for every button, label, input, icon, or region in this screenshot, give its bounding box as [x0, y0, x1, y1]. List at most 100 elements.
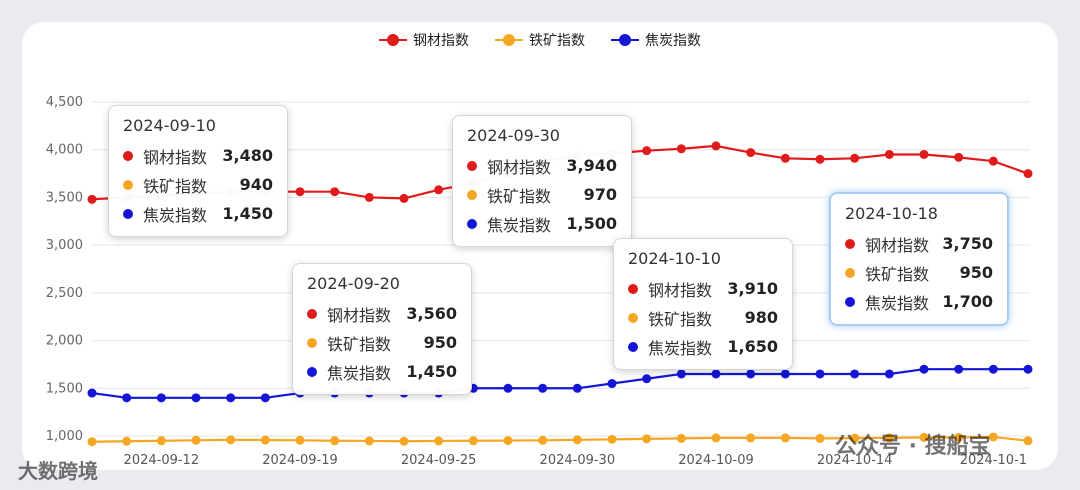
- tooltip-series-name: 钢材指数: [648, 280, 713, 300]
- tooltip-row-steel: 钢材指数 3,910: [628, 274, 778, 303]
- x-tick-label: 2024-09-19: [262, 453, 338, 468]
- data-point[interactable]: [954, 152, 964, 162]
- data-point[interactable]: [1023, 436, 1033, 446]
- data-point[interactable]: [642, 434, 652, 444]
- data-point[interactable]: [746, 369, 756, 379]
- data-point[interactable]: [746, 148, 756, 158]
- tooltip-series-name: 铁矿指数: [865, 264, 930, 284]
- data-point[interactable]: [746, 433, 756, 443]
- data-point[interactable]: [676, 433, 686, 443]
- coke-dot-icon: [123, 208, 133, 219]
- y-tick-label: 3,000: [46, 238, 83, 253]
- legend-item-steel[interactable]: 钢材指数: [379, 30, 469, 50]
- tooltip-row-ore: 铁矿指数 950: [307, 328, 457, 357]
- tooltip-value: 980: [744, 308, 778, 327]
- data-point[interactable]: [468, 436, 478, 446]
- data-point[interactable]: [988, 364, 998, 374]
- data-point[interactable]: [399, 436, 409, 446]
- data-point[interactable]: [988, 156, 998, 166]
- data-point[interactable]: [711, 141, 721, 151]
- data-point[interactable]: [538, 435, 548, 445]
- data-point[interactable]: [676, 369, 686, 379]
- data-point[interactable]: [815, 154, 825, 164]
- data-point[interactable]: [122, 393, 132, 403]
- data-point[interactable]: [815, 369, 825, 379]
- tooltip-date: 2024-09-10: [123, 116, 216, 135]
- data-point[interactable]: [434, 185, 444, 195]
- data-point[interactable]: [676, 144, 686, 154]
- data-point[interactable]: [780, 369, 790, 379]
- data-point[interactable]: [156, 436, 166, 446]
- data-point[interactable]: [330, 436, 340, 446]
- data-point[interactable]: [607, 379, 617, 389]
- data-point[interactable]: [364, 436, 374, 446]
- tooltip-value: 3,480: [222, 146, 273, 165]
- data-point[interactable]: [780, 153, 790, 163]
- tooltip-date: 2024-09-20: [307, 274, 400, 293]
- tooltip-row-coke: 焦炭指数 1,500: [467, 209, 617, 238]
- data-point[interactable]: [572, 435, 582, 445]
- legend-marker-coke: [611, 34, 639, 46]
- data-point[interactable]: [503, 383, 513, 393]
- tooltip-series-name: 铁矿指数: [327, 334, 392, 354]
- data-point[interactable]: [884, 433, 894, 443]
- data-point[interactable]: [642, 146, 652, 156]
- x-tick-label: 2024-10-14: [817, 453, 893, 468]
- data-point[interactable]: [87, 437, 97, 447]
- data-point[interactable]: [295, 187, 305, 197]
- data-point[interactable]: [122, 436, 132, 446]
- data-point[interactable]: [191, 393, 201, 403]
- data-point[interactable]: [607, 434, 617, 444]
- tooltip-value: 1,450: [406, 362, 457, 381]
- series-line: [91, 435, 1029, 443]
- series-1: [87, 432, 1033, 447]
- data-point[interactable]: [226, 435, 236, 445]
- data-point[interactable]: [850, 433, 860, 443]
- data-point[interactable]: [780, 433, 790, 443]
- data-point[interactable]: [572, 383, 582, 393]
- tooltip-value: 3,560: [406, 304, 457, 323]
- data-point[interactable]: [954, 432, 964, 442]
- data-point[interactable]: [434, 436, 444, 446]
- data-point[interactable]: [711, 433, 721, 443]
- tooltip-value: 3,910: [727, 279, 778, 298]
- tooltip-date: 2024-10-10: [628, 249, 721, 268]
- data-point[interactable]: [954, 364, 964, 374]
- data-point[interactable]: [1023, 364, 1033, 374]
- data-point[interactable]: [87, 194, 97, 204]
- data-point[interactable]: [87, 388, 97, 398]
- data-point[interactable]: [850, 369, 860, 379]
- legend-item-coke[interactable]: 焦炭指数: [611, 30, 701, 50]
- data-point[interactable]: [260, 393, 270, 403]
- tooltip-value: 1,450: [222, 204, 273, 223]
- data-point[interactable]: [919, 364, 929, 374]
- ore-dot-icon: [628, 312, 638, 323]
- data-point[interactable]: [503, 436, 513, 446]
- data-point[interactable]: [330, 187, 340, 197]
- data-point[interactable]: [295, 435, 305, 445]
- data-point[interactable]: [191, 435, 201, 445]
- data-point[interactable]: [919, 149, 929, 159]
- data-point[interactable]: [988, 432, 998, 442]
- data-point[interactable]: [538, 383, 548, 393]
- data-point[interactable]: [711, 369, 721, 379]
- legend-marker-ore: [495, 34, 523, 46]
- data-point[interactable]: [642, 374, 652, 384]
- data-point[interactable]: [919, 432, 929, 442]
- data-point[interactable]: [226, 393, 236, 403]
- tooltip-series-name: 铁矿指数: [143, 176, 208, 196]
- data-point[interactable]: [156, 393, 166, 403]
- data-point[interactable]: [884, 149, 894, 159]
- tooltip-date: 2024-10-18: [845, 204, 938, 223]
- data-point[interactable]: [260, 435, 270, 445]
- data-point[interactable]: [1023, 169, 1033, 179]
- data-point[interactable]: [399, 193, 409, 203]
- data-point[interactable]: [815, 433, 825, 443]
- tooltip-series-name: 焦炭指数: [327, 363, 392, 383]
- data-point[interactable]: [884, 369, 894, 379]
- data-point[interactable]: [364, 192, 374, 202]
- data-point[interactable]: [850, 153, 860, 163]
- legend-item-ore[interactable]: 铁矿指数: [495, 30, 585, 50]
- tooltip-row-ore: 铁矿指数 950: [845, 258, 993, 287]
- x-tick-label: 2024-09-12: [124, 453, 200, 468]
